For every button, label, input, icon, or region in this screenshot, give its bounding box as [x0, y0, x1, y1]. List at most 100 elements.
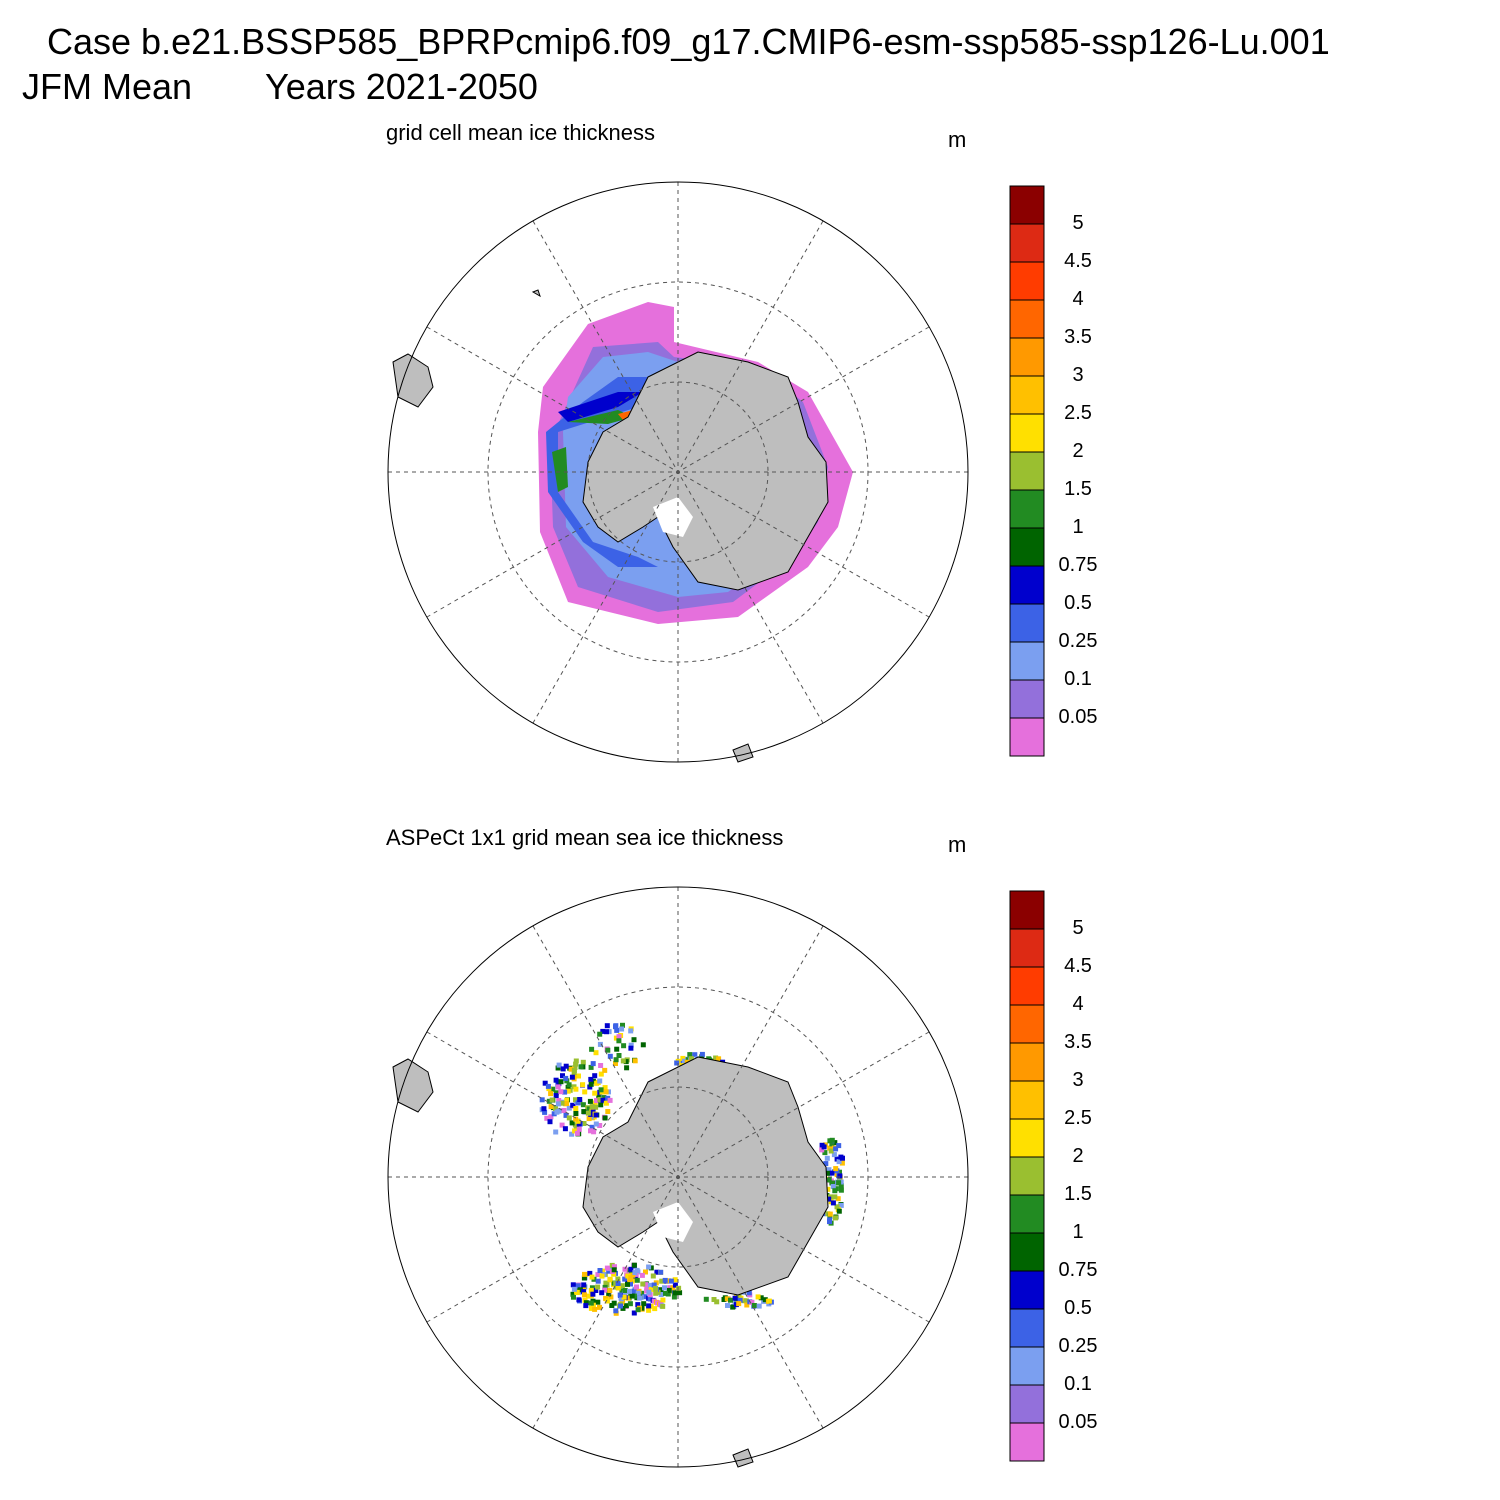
- observation-cell: [573, 1116, 579, 1122]
- observation-cell: [551, 1111, 557, 1117]
- observation-cell: [556, 1098, 562, 1103]
- observation-cell: [826, 1177, 832, 1183]
- colorbar-swatch: [1009, 1004, 1045, 1044]
- colorbar-swatch: [1009, 299, 1045, 339]
- observation-cell: [587, 1270, 593, 1276]
- observation-cell: [665, 1291, 671, 1297]
- observation-cell: [566, 1105, 572, 1111]
- observation-cell: [653, 1290, 659, 1296]
- colorbar-swatch: [1009, 451, 1045, 491]
- panel2-colorbar: [1009, 890, 1045, 1462]
- observation-cell: [593, 1050, 599, 1056]
- observation-cell: [586, 1293, 592, 1299]
- colorbar-tick-label: 0.75: [1058, 1259, 1098, 1281]
- colorbar-tick-label: 1: [1072, 1221, 1084, 1243]
- observation-cell: [644, 1285, 650, 1291]
- observation-cell: [595, 1278, 601, 1284]
- observation-cell: [613, 1061, 618, 1066]
- observation-cell: [572, 1122, 578, 1128]
- observation-cell: [671, 1294, 677, 1300]
- panel1-map: [387, 181, 969, 763]
- observation-cell: [588, 1305, 594, 1311]
- observation-cell: [561, 1108, 567, 1113]
- observation-cell: [660, 1303, 666, 1309]
- observation-cell: [658, 1292, 664, 1297]
- observation-cell: [586, 1106, 592, 1112]
- colorbar-tick-label: 2.5: [1064, 1107, 1092, 1129]
- observation-cell: [581, 1289, 587, 1295]
- observation-cell: [593, 1288, 599, 1293]
- observation-cell: [613, 1057, 619, 1063]
- observation-cell: [575, 1100, 581, 1106]
- observation-cell: [597, 1031, 603, 1037]
- observation-cell: [556, 1062, 562, 1068]
- panel1-colorbar: [1009, 185, 1045, 757]
- colorbar-swatch: [1009, 337, 1045, 377]
- observation-cell: [666, 1278, 672, 1284]
- observation-cell: [598, 1071, 604, 1077]
- observation-cell: [588, 1064, 594, 1070]
- observation-cell: [597, 1078, 603, 1084]
- observation-cell: [590, 1061, 596, 1067]
- observation-cell: [589, 1274, 595, 1280]
- observation-cell: [833, 1215, 838, 1221]
- colorbar-swatch: [1009, 1194, 1045, 1234]
- colorbar-swatch: [1009, 641, 1045, 681]
- colorbar-tick-label: 3: [1072, 364, 1084, 386]
- observation-cell: [628, 1045, 634, 1051]
- colorbar-swatch: [1009, 1422, 1045, 1462]
- observation-cell: [589, 1124, 595, 1130]
- observation-cell: [613, 1035, 619, 1041]
- observation-cell: [616, 1053, 622, 1058]
- observation-cell: [668, 1278, 674, 1284]
- case-title: Case b.e21.BSSP585_BPRPcmip6.f09_g17.CMI…: [47, 21, 1330, 62]
- observation-cell: [631, 1262, 637, 1268]
- observation-cell: [630, 1272, 636, 1278]
- observation-cell: [654, 1269, 660, 1275]
- observation-cell: [839, 1160, 845, 1166]
- observation-cell: [572, 1065, 578, 1070]
- observation-cell: [659, 1278, 665, 1284]
- observation-cell: [724, 1296, 730, 1302]
- observation-cell: [831, 1152, 837, 1158]
- colorbar-swatch: [1009, 489, 1045, 529]
- colorbar-tick-label: 0.1: [1064, 1373, 1092, 1395]
- observation-cell: [566, 1115, 572, 1121]
- observation-cell: [549, 1097, 555, 1103]
- observation-cell: [670, 1285, 676, 1291]
- observation-cell: [662, 1277, 668, 1283]
- observation-cell: [826, 1196, 832, 1202]
- observation-cell: [619, 1026, 625, 1032]
- observation-cell: [646, 1303, 652, 1309]
- observation-cell: [829, 1180, 835, 1186]
- observation-cell: [632, 1058, 638, 1064]
- observation-cell: [658, 1269, 664, 1275]
- colorbar-tick-label: 1.5: [1064, 1183, 1092, 1205]
- observation-cell: [574, 1289, 580, 1295]
- observation-cell: [597, 1097, 603, 1102]
- observation-cell: [558, 1089, 564, 1095]
- observation-cell: [539, 1097, 545, 1103]
- observation-cell: [564, 1097, 570, 1103]
- observation-cell: [633, 1273, 639, 1278]
- panel2-land: [392, 1056, 829, 1468]
- observation-cell: [604, 1298, 610, 1304]
- observation-cell: [766, 1301, 772, 1307]
- observation-cell: [600, 1268, 606, 1274]
- observation-cell: [586, 1116, 592, 1122]
- panel2-grid: [387, 886, 969, 1468]
- observation-cell: [714, 1299, 720, 1305]
- observation-cell: [674, 1060, 680, 1066]
- observation-cell: [602, 1085, 608, 1091]
- observation-cell: [563, 1063, 569, 1069]
- observation-cell: [650, 1273, 656, 1279]
- observation-cell: [653, 1285, 659, 1291]
- observation-cell: [582, 1089, 588, 1095]
- observation-cell: [593, 1112, 599, 1118]
- observation-cell: [615, 1281, 621, 1286]
- observation-cell: [639, 1305, 645, 1311]
- observation-cell: [829, 1141, 835, 1147]
- observation-cell: [576, 1073, 581, 1079]
- observation-cell: [838, 1179, 844, 1185]
- observation-cell: [570, 1102, 576, 1108]
